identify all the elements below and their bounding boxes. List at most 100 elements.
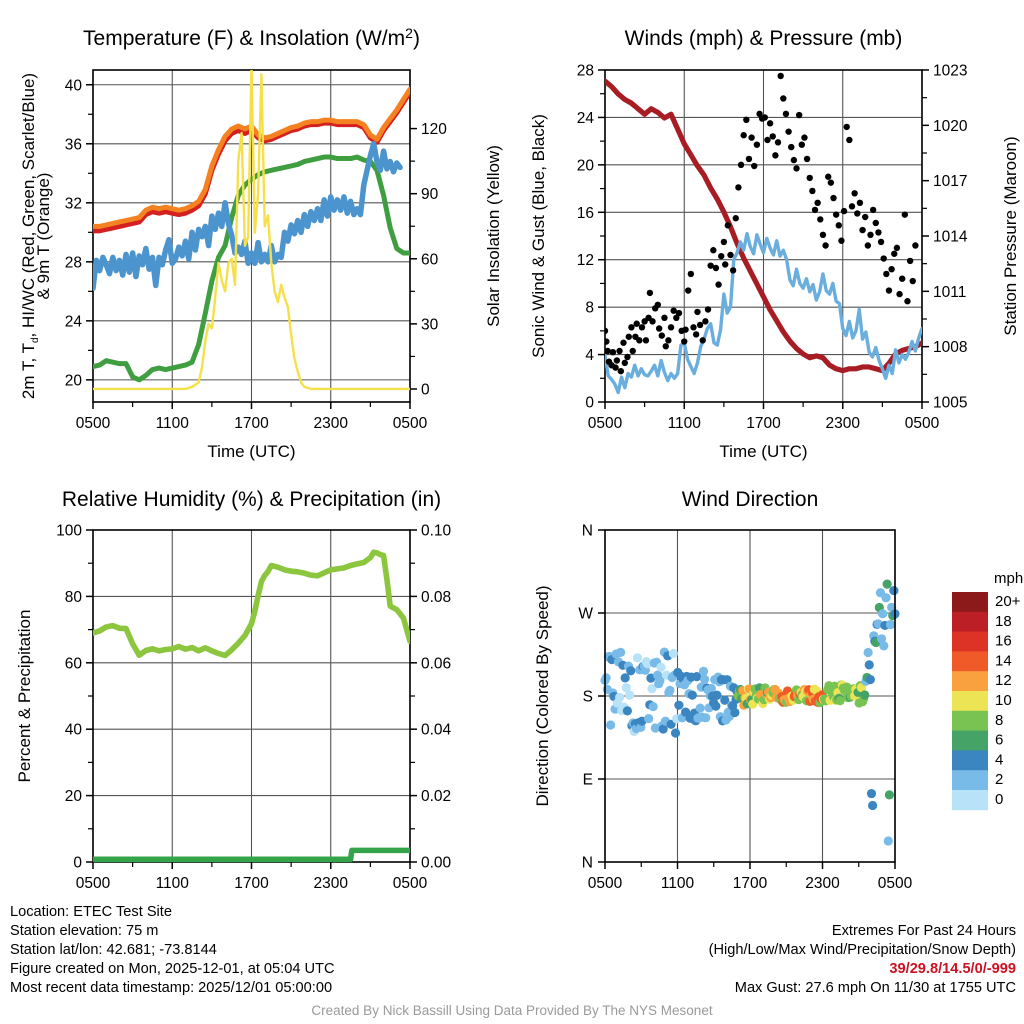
gust-point bbox=[877, 238, 885, 246]
extremes-subheading: (High/Low/Max Wind/Precipitation/Snow De… bbox=[708, 942, 1016, 958]
gust-point bbox=[790, 156, 798, 164]
colorbar-tick-label: 10 bbox=[995, 692, 1012, 709]
gust-point bbox=[798, 141, 805, 148]
gust-point bbox=[605, 347, 611, 355]
gust-point bbox=[811, 206, 819, 214]
y-axis-label-left-line1: 2m T, Td, HI/WC (Red, Green, Scarlet/Blu… bbox=[19, 73, 41, 399]
gust-point bbox=[856, 199, 864, 206]
wind-direction-point bbox=[644, 713, 654, 724]
p2-series-group bbox=[605, 72, 922, 395]
y-tick-label: 60 bbox=[421, 251, 439, 268]
credit-line: Created By Nick Bassill Using Data Provi… bbox=[311, 1003, 713, 1018]
wind-direction-point bbox=[642, 659, 653, 669]
gust-point bbox=[681, 338, 688, 345]
gust-point bbox=[862, 213, 869, 221]
gust-point bbox=[745, 155, 753, 163]
wind-direction-point bbox=[655, 675, 665, 686]
colorbar-band bbox=[952, 750, 988, 771]
y-tick-label: 1008 bbox=[933, 339, 967, 356]
gust-point bbox=[625, 333, 632, 340]
y-tick-label: 28 bbox=[65, 254, 82, 271]
wind-direction-point bbox=[730, 707, 740, 718]
gust-point bbox=[788, 143, 795, 151]
x-axis-label: Time (UTC) bbox=[719, 442, 807, 461]
y-tick-label: 0.08 bbox=[421, 589, 451, 606]
gust-point bbox=[710, 247, 717, 254]
colorbar-tick-label: 18 bbox=[995, 613, 1012, 630]
y-tick-label: 1017 bbox=[933, 173, 967, 190]
gust-point bbox=[832, 211, 840, 218]
station-elevation: Station elevation: 75 m bbox=[10, 923, 159, 939]
wind-direction-point bbox=[835, 696, 845, 706]
gust-point bbox=[605, 327, 609, 335]
y-axis-label-left: 2m T, Td, HI/WC (Red, Green, Scarlet/Blu… bbox=[19, 73, 53, 399]
y-tick-label: 80 bbox=[65, 589, 83, 606]
wind-direction-point bbox=[866, 788, 877, 799]
x-tick-label: 1100 bbox=[156, 415, 190, 432]
gust-point bbox=[846, 136, 853, 144]
gust-point bbox=[628, 324, 635, 331]
colorbar-tick-label: 0 bbox=[995, 791, 1003, 808]
gust-point bbox=[636, 337, 643, 344]
x-tick-label: 0500 bbox=[905, 415, 940, 432]
x-tick-label: 2300 bbox=[826, 415, 861, 432]
gust-point bbox=[851, 190, 858, 197]
gust-point bbox=[735, 184, 742, 191]
gust-point bbox=[772, 152, 779, 159]
gust-point bbox=[690, 324, 697, 331]
gust-point bbox=[694, 308, 701, 316]
gust-point bbox=[670, 307, 677, 314]
gust-point bbox=[732, 215, 739, 222]
gust-point bbox=[715, 281, 722, 288]
y-tick-label: 0.02 bbox=[421, 788, 451, 805]
series-sonic-wind bbox=[605, 231, 922, 395]
y-tick-label: 20 bbox=[65, 788, 83, 805]
series-precipitation bbox=[93, 847, 410, 863]
x-tick-label: 1700 bbox=[234, 875, 269, 892]
gust-point bbox=[777, 72, 784, 80]
extremes-values: 39/29.8/14.5/0/-999 bbox=[889, 961, 1016, 977]
gust-point bbox=[793, 165, 800, 172]
wind-direction-point bbox=[601, 673, 611, 683]
gust-point bbox=[848, 203, 856, 210]
wind-direction-point bbox=[881, 593, 891, 603]
gust-point bbox=[702, 318, 709, 325]
gust-point bbox=[912, 242, 919, 249]
gust-point bbox=[885, 287, 893, 294]
series-solar-insolation bbox=[93, 70, 410, 391]
gust-point bbox=[864, 242, 872, 249]
wind-direction-chart: Wind Direction N W S E N 0500 1100 1700 2300 0500 D… bbox=[533, 488, 1023, 892]
gust-point bbox=[620, 339, 627, 346]
temperature-insolation-chart: Temperature (F) & Insolation (W/m2)20242… bbox=[19, 25, 503, 461]
gust-point bbox=[720, 238, 728, 246]
wind-direction-point bbox=[668, 648, 678, 659]
wind-direction-point bbox=[711, 701, 721, 711]
x-tick-label: 0500 bbox=[878, 875, 913, 892]
gust-point bbox=[667, 324, 675, 331]
gust-point bbox=[906, 257, 914, 265]
x-axis-ticks: 0500 1100 1700 2300 0500 bbox=[588, 402, 940, 432]
x-axis-ticks: 0500 1100 1700 2300 0500 bbox=[76, 402, 428, 432]
wind-direction-point bbox=[864, 660, 874, 670]
panel-winds-pressure: Winds (mph) & Pressure (mb) 0 4 8 12 16 20 24 28… bbox=[512, 0, 1024, 470]
gust-point bbox=[769, 133, 776, 140]
colorbar-band bbox=[952, 710, 988, 731]
colorbar-tick-label: 20+ bbox=[995, 593, 1021, 610]
gust-point bbox=[737, 161, 745, 169]
panel-temperature-insolation: Temperature (F) & Insolation (W/m2) 20 24 2… bbox=[0, 0, 512, 470]
y-axis-ticks-left: 20 24 28 32 36 40 bbox=[65, 77, 93, 389]
y-tick-label: 20 bbox=[65, 372, 83, 389]
wind-direction-point bbox=[622, 706, 632, 716]
gust-point bbox=[675, 309, 683, 317]
x-tick-label: 0500 bbox=[76, 875, 111, 892]
colorbar-band bbox=[952, 651, 988, 672]
series--m-temperature bbox=[93, 89, 410, 234]
x-tick-label: 2300 bbox=[314, 415, 349, 432]
gust-point bbox=[822, 242, 829, 249]
y-axis-label-left-text: Direction (Colored By Speed) bbox=[533, 585, 552, 806]
gust-point bbox=[785, 128, 792, 135]
gust-point bbox=[904, 298, 911, 305]
y-axis-ticks-right: 0 30 60 90 120 bbox=[410, 121, 447, 398]
colorbar-tick-label: 14 bbox=[995, 652, 1012, 669]
x-tick-label: 0500 bbox=[588, 415, 623, 432]
